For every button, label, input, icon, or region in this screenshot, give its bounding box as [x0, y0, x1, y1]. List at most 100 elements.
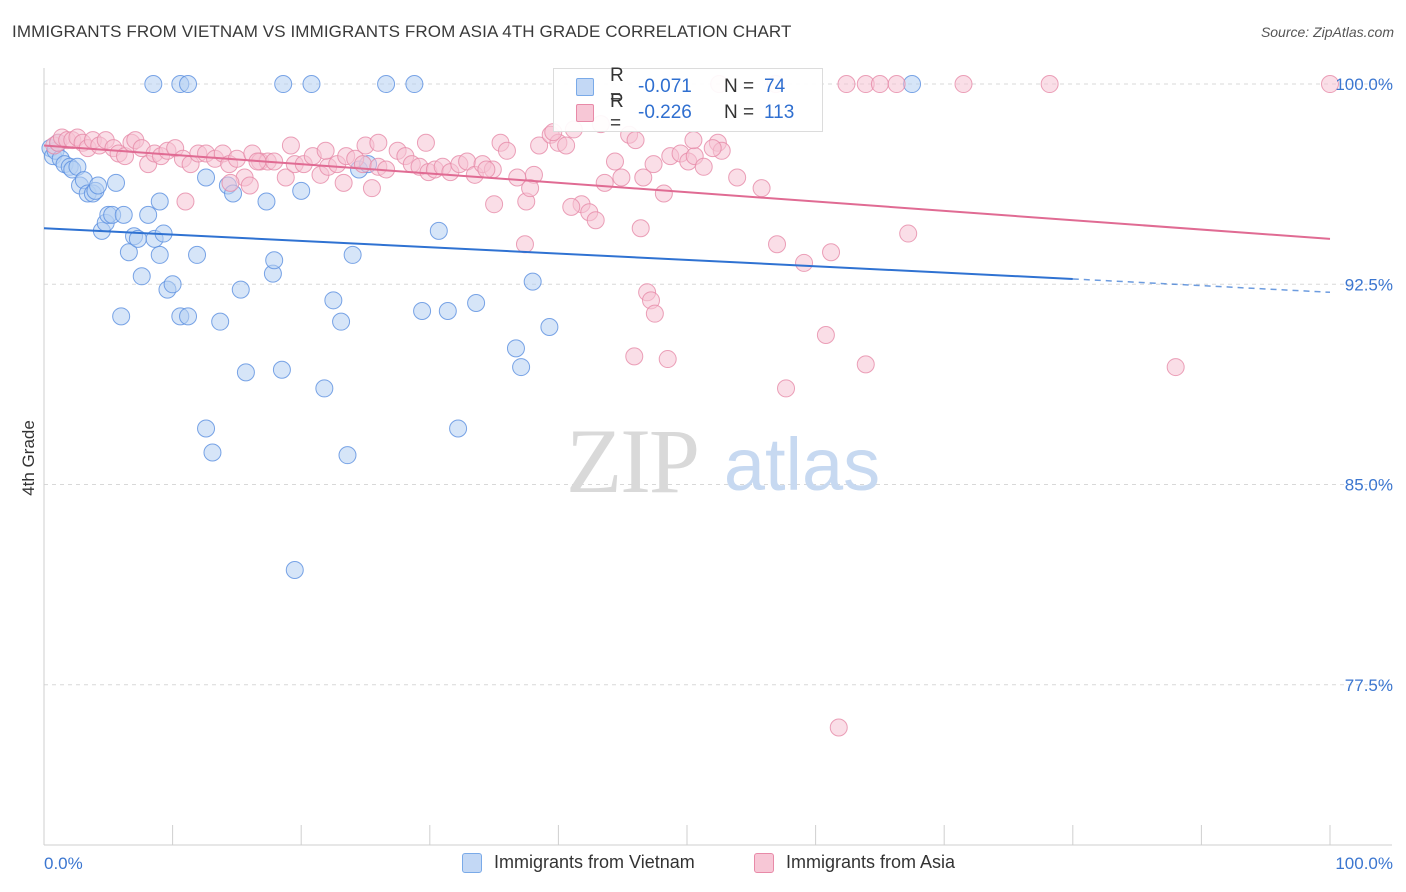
data-point	[521, 179, 540, 198]
data-point	[112, 307, 131, 326]
data-point	[506, 339, 525, 358]
data-point	[631, 219, 650, 238]
data-point	[887, 75, 906, 94]
data-point	[413, 301, 432, 320]
data-point	[324, 291, 343, 310]
data-point	[231, 280, 250, 299]
series-1	[45, 75, 1339, 737]
data-point	[829, 718, 848, 737]
data-point	[369, 133, 388, 152]
data-point	[163, 275, 182, 294]
legend-r-value: -0.226	[638, 102, 692, 123]
data-point	[197, 168, 216, 187]
data-point	[795, 253, 814, 272]
legend-r-label: R =	[610, 91, 624, 134]
data-point	[221, 173, 240, 192]
legend-n-label: N =	[724, 102, 755, 123]
data-point	[343, 245, 362, 264]
data-point	[658, 350, 677, 369]
data-point	[285, 560, 304, 579]
x-tick-labels: 0.0% 100.0%	[44, 854, 1393, 873]
trend-line-0	[43, 227, 1073, 280]
data-point	[334, 173, 353, 192]
data-point	[530, 136, 549, 155]
legend-n-value: 74	[764, 76, 786, 97]
data-point	[1321, 75, 1339, 94]
data-point	[777, 379, 796, 398]
data-point	[477, 160, 496, 179]
data-point	[119, 243, 138, 262]
data-point	[837, 75, 856, 94]
data-point	[540, 318, 559, 337]
legend-item-asia[interactable]: Immigrants from Asia	[754, 852, 955, 873]
data-point	[265, 251, 284, 270]
data-point	[595, 173, 614, 192]
data-point	[362, 179, 381, 198]
data-point	[150, 245, 169, 264]
data-point	[353, 155, 372, 174]
legend-n-value: 113	[764, 102, 795, 123]
legend-r-label: R =	[610, 65, 624, 108]
y-tick-label: 92.5%	[1345, 275, 1393, 294]
data-point	[605, 152, 624, 171]
y-tick-label: 77.5%	[1345, 676, 1393, 695]
data-point	[625, 347, 644, 366]
data-point	[816, 326, 835, 345]
series-legend: Immigrants from Vietnam Immigrants from …	[0, 852, 1406, 876]
data-point	[211, 312, 230, 331]
chart-title: IMMIGRANTS FROM VIETNAM VS IMMIGRANTS FR…	[12, 22, 792, 41]
legend-row-vietnam: R = -0.071 N = 74	[576, 65, 786, 108]
legend-item-vietnam[interactable]: Immigrants from Vietnam	[462, 852, 695, 873]
data-point	[315, 379, 334, 398]
data-point	[612, 168, 631, 187]
legend-r-value: -0.071	[638, 76, 692, 97]
data-point	[272, 360, 291, 379]
data-point	[644, 155, 663, 174]
data-point	[1166, 358, 1185, 377]
data-point	[856, 355, 875, 374]
data-point	[276, 168, 295, 187]
data-point	[634, 168, 653, 187]
data-point	[654, 184, 673, 203]
data-point	[870, 75, 889, 94]
data-point	[240, 176, 259, 195]
data-point	[179, 75, 198, 94]
legend-swatch-vietnam	[576, 78, 594, 96]
trend-lines	[43, 144, 1331, 294]
data-point	[332, 312, 351, 331]
data-point	[728, 168, 747, 187]
data-point	[144, 75, 163, 94]
data-point	[768, 235, 787, 254]
data-point	[703, 139, 722, 158]
legend-label-vietnam: Immigrants from Vietnam	[494, 852, 695, 872]
data-point	[188, 245, 207, 264]
data-point	[485, 195, 504, 214]
data-point	[684, 131, 703, 150]
data-point	[497, 141, 516, 160]
data-point	[338, 446, 357, 465]
legend-label-asia: Immigrants from Asia	[786, 852, 956, 872]
data-point	[438, 301, 457, 320]
data-point	[515, 235, 534, 254]
x-tick-label-min: 0.0%	[44, 854, 83, 873]
legend-row-asia: R = -0.226 N = 113	[576, 91, 795, 134]
legend-swatch-asia	[754, 852, 774, 873]
data-point	[281, 136, 300, 155]
data-point	[203, 443, 222, 462]
axes	[43, 68, 1392, 846]
watermark-zip: ZIP	[566, 410, 698, 512]
data-point	[416, 133, 435, 152]
data-point	[89, 176, 108, 195]
legend-n-label: N =	[724, 76, 755, 97]
data-point	[302, 75, 321, 94]
data-point	[557, 136, 576, 155]
data-point	[449, 419, 468, 438]
data-point	[429, 221, 448, 240]
data-point	[405, 75, 424, 94]
data-point	[316, 141, 335, 160]
data-point	[562, 197, 581, 216]
data-point	[954, 75, 973, 94]
data-point	[752, 179, 771, 198]
data-point	[257, 192, 276, 211]
